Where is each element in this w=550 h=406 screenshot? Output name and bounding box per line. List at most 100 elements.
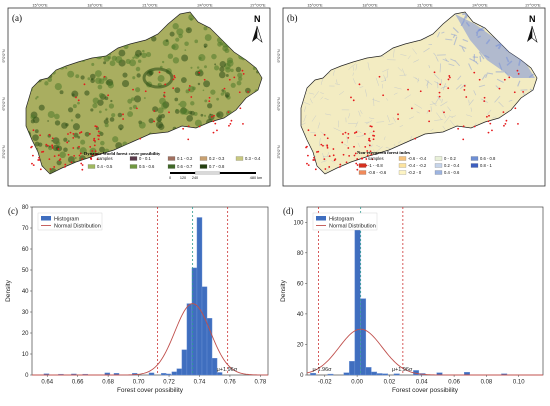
sample-point <box>153 110 155 112</box>
lon-tick-label: 24°0'0"E <box>472 3 488 8</box>
sample-point <box>343 154 345 156</box>
forest-patch <box>204 65 207 68</box>
histogram-bar <box>310 373 315 375</box>
legend-label: 0.1 - 0.2 <box>177 156 193 161</box>
forest-patch <box>195 120 202 127</box>
sample-point <box>59 159 61 161</box>
sample-point <box>439 96 441 98</box>
sample-point <box>213 132 215 134</box>
lon-tick-label: 18°0'0"E <box>362 3 378 8</box>
sample-point <box>122 118 124 120</box>
map-b-legend-title: Non-evergreen forest index <box>357 150 411 155</box>
sample-point <box>514 91 516 93</box>
sample-point <box>78 146 80 148</box>
forest-patch <box>220 61 226 67</box>
histogram-bar <box>166 374 171 375</box>
sample-point <box>324 134 326 136</box>
sample-point <box>145 90 147 92</box>
sample-point <box>369 144 371 146</box>
sample-point <box>33 164 35 166</box>
y-tick-label: 20 <box>22 331 29 337</box>
sample-point <box>313 157 315 159</box>
legend-label: 0 - 0.2 <box>444 156 457 161</box>
forest-patch <box>74 157 76 159</box>
panel-label-a: (a) <box>12 13 22 23</box>
legend-swatch <box>168 165 175 169</box>
forest-patch <box>207 103 212 108</box>
sample-point <box>305 147 307 149</box>
sample-point <box>323 158 325 160</box>
legend-histogram-label: Histogram <box>54 216 79 222</box>
forest-patch <box>132 76 135 79</box>
forest-patch <box>95 77 102 84</box>
sample-point <box>308 164 310 166</box>
forest-patch <box>210 90 215 95</box>
forest-patch <box>190 101 194 105</box>
legend-normal-label: Normal Distribution <box>329 224 376 230</box>
sample-point <box>41 151 43 153</box>
sample-point <box>188 89 190 91</box>
sample-point <box>307 155 309 157</box>
forest-patch <box>139 122 146 129</box>
sample-point <box>33 129 35 131</box>
forest-patch <box>204 99 207 102</box>
lon-tick-label: 18°0'0"E <box>87 3 103 8</box>
y-tick-label: 0 <box>25 373 29 379</box>
sample-point <box>107 94 109 96</box>
forest-patch <box>65 67 67 69</box>
sample-point <box>136 108 138 110</box>
sample-point <box>187 138 189 140</box>
forest-patch <box>198 54 205 61</box>
sample-point <box>173 75 175 77</box>
sample-point <box>182 128 184 130</box>
plot-area <box>32 207 268 375</box>
sample-point <box>231 120 233 122</box>
sample-point <box>199 126 201 128</box>
forest-patch <box>91 78 93 80</box>
sample-point <box>228 125 230 127</box>
sample-point <box>308 129 310 131</box>
forest-patch <box>180 101 187 108</box>
forest-patch <box>49 145 51 147</box>
histogram-bar <box>371 372 376 375</box>
y-tick-label: 100 <box>293 220 304 226</box>
legend-label: 0.4 - 0.6 <box>444 170 460 175</box>
sample-point <box>345 132 347 134</box>
sample-point <box>443 111 445 113</box>
legend-label: -0.6 - -0.4 <box>408 156 427 161</box>
histogram-bar <box>187 304 192 375</box>
legend-label: 0.6 - 0.8 <box>480 156 496 161</box>
sample-point <box>339 166 341 168</box>
scale-label: 0 <box>169 176 171 180</box>
sample-point <box>81 158 83 160</box>
forest-patch <box>129 107 132 110</box>
forest-patch <box>84 90 89 95</box>
sample-point <box>373 138 375 140</box>
sample-point <box>71 161 73 163</box>
x-tick-label: 0.64 <box>41 380 53 386</box>
sample-point <box>484 97 486 99</box>
forest-patch <box>148 118 153 123</box>
sample-point <box>327 147 329 149</box>
lon-tick-label: 21°0'0"E <box>142 3 158 8</box>
sample-point <box>329 155 331 157</box>
forest-patch <box>219 67 224 72</box>
sample-point <box>49 168 51 170</box>
x-tick-label: 0.06 <box>448 380 460 386</box>
forest-patch <box>105 123 109 127</box>
sample-point <box>373 130 375 132</box>
sample-point <box>52 137 54 139</box>
forest-patch <box>204 115 206 117</box>
histogram-bar <box>161 373 166 375</box>
legend-swatch <box>168 157 175 161</box>
sample-point <box>350 97 352 99</box>
forest-patch <box>201 114 204 117</box>
sample-point <box>93 138 95 140</box>
legend-swatch <box>399 157 406 161</box>
forest-patch <box>190 111 195 116</box>
forest-patch <box>227 57 233 63</box>
forest-patch <box>71 119 73 121</box>
legend-label: -0.8 - -0.6 <box>368 170 387 175</box>
